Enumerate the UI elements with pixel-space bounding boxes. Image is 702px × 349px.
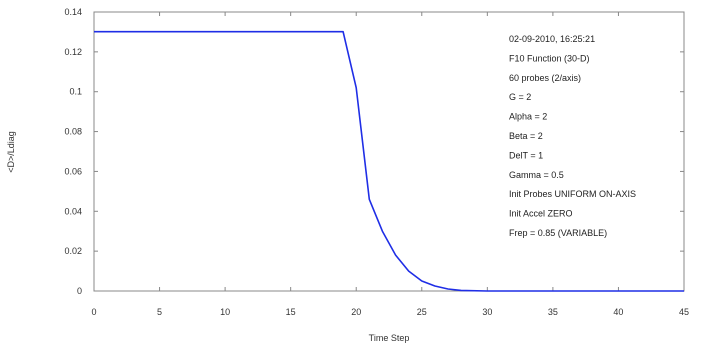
x-tick-label: 0 (91, 307, 96, 317)
y-tick-label: 0.06 (64, 166, 82, 176)
y-axis-ticks: 0 0.02 0.04 0.06 0.08 0.1 0.12 0.14 (64, 7, 684, 296)
series-layer (94, 30, 684, 292)
y-tick-label: 0.02 (64, 246, 82, 256)
y-tick-label: 0.12 (64, 47, 82, 57)
annotation-line: Gamma = 0.5 (509, 170, 564, 180)
x-tick-label: 35 (548, 307, 558, 317)
series-line (94, 30, 684, 292)
y-tick-label: 0 (77, 286, 82, 296)
annotation-line: 02-09-2010, 16:25:21 (509, 34, 595, 44)
annotation-line: F10 Function (30-D) (509, 53, 590, 63)
annotation-line: DelT = 1 (509, 150, 543, 160)
annotation-line: Alpha = 2 (509, 112, 547, 122)
x-tick-label: 25 (417, 307, 427, 317)
x-tick-label: 15 (286, 307, 296, 317)
annotation-line: Beta = 2 (509, 131, 543, 141)
plot-frame (93, 11, 685, 292)
annotation-box: 02-09-2010, 16:25:21 F10 Function (30-D) 6… (509, 34, 636, 238)
x-tick-label: 30 (482, 307, 492, 317)
annotation-line: Init Accel ZERO (509, 209, 573, 219)
x-tick-label: 40 (613, 307, 623, 317)
annotation-line: Frep = 0.85 (VARIABLE) (509, 228, 607, 238)
y-tick-label: 0.14 (64, 7, 82, 17)
x-axis-ticks: 0 5 10 15 20 25 30 35 40 45 (91, 12, 689, 317)
y-tick-label: 0.08 (64, 127, 82, 137)
x-tick-label: 10 (220, 307, 230, 317)
x-tick-label: 5 (157, 307, 162, 317)
x-tick-label: 45 (679, 307, 689, 317)
annotation-line: G = 2 (509, 92, 531, 102)
y-axis-label: <D>/Ldiag (6, 131, 16, 173)
x-axis-label: Time Step (369, 333, 410, 343)
annotation-line: 60 probes (2/axis) (509, 73, 581, 83)
annotation-line: Init Probes UNIFORM ON-AXIS (509, 189, 636, 199)
y-tick-label: 0.04 (64, 206, 82, 216)
x-tick-label: 20 (351, 307, 361, 317)
y-tick-label: 0.1 (69, 87, 82, 97)
